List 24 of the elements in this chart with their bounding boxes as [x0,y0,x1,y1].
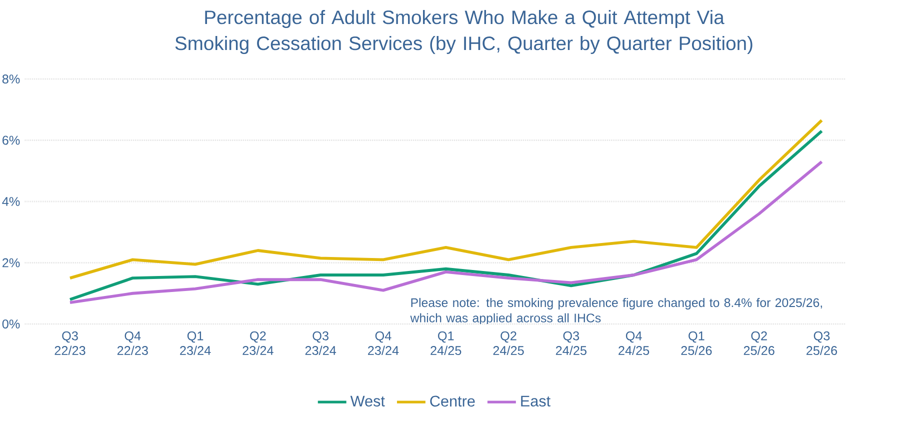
x-tick-label: Q1 23/24 [180,331,211,356]
legend-label: West [350,396,385,407]
x-tick-label: Q4 24/25 [618,331,650,356]
legend-label: Centre [430,396,475,407]
x-tick-label: Q4 22/23 [117,331,148,356]
x-tick-label: Q3 23/24 [305,331,336,356]
x-tick-label: Q4 23/24 [368,331,399,356]
x-tick-label: Q3 22/23 [54,331,86,356]
y-tick-label: 4% [2,197,20,206]
y-tick-label: 0% [2,320,20,328]
x-tick-label: Q2 24/25 [493,331,524,356]
line-series [68,118,824,280]
x-tick-label: Q1 24/25 [430,331,462,356]
x-tick-label: Q3 25/26 [806,331,838,356]
legend-label: East [521,396,550,407]
x-tick-label: Q3 24/25 [556,331,586,356]
y-tick-label: 8% [2,74,20,84]
y-tick-label: 2% [2,258,20,268]
x-tick-label: Q2 23/24 [242,331,274,356]
chart-title: Percentage of Adult Smokers Who Make a Quit Attempt Via Smoking Cessation Services (by IHC, Quarter by Quarter Position) [175,10,752,54]
x-tick-label: Q1 25/26 [681,331,712,356]
y-tick-label: 6% [2,136,20,145]
annotation: Please note: the smoking prevalence figure changed to 8.4% for 2025/26, which was applied across all IHCs [410,298,822,325]
x-tick-label: Q2 25/26 [744,331,774,356]
